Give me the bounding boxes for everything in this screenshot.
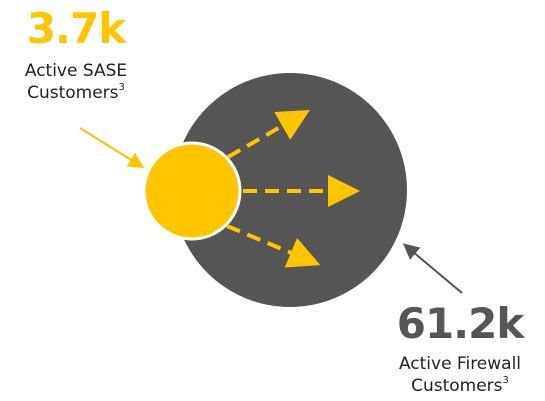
firewall-connector-line — [402, 243, 463, 294]
sase-customer-count: 3.7k — [26, 4, 126, 53]
firewall-label-line1: Active Firewall — [398, 354, 522, 374]
sase-footnote-marker: 3 — [118, 82, 125, 94]
firewall-label-line2: Customers — [411, 376, 503, 396]
firewall-footnote-marker: 3 — [502, 375, 509, 387]
sase-label-line2: Customers — [27, 83, 119, 103]
sase-connector-line — [79, 127, 145, 169]
firewall-customer-label: Active Firewall Customers3 — [380, 353, 540, 397]
firewall-customer-count: 61.2k — [396, 299, 525, 348]
expansion-arrow-up — [227, 110, 310, 159]
sase-label-line1: Active SASE — [24, 61, 128, 81]
expansion-arrow-down — [226, 224, 321, 268]
sase-customers-circle — [142, 141, 242, 241]
sase-customer-label: Active SASE Customers3 — [5, 60, 147, 104]
